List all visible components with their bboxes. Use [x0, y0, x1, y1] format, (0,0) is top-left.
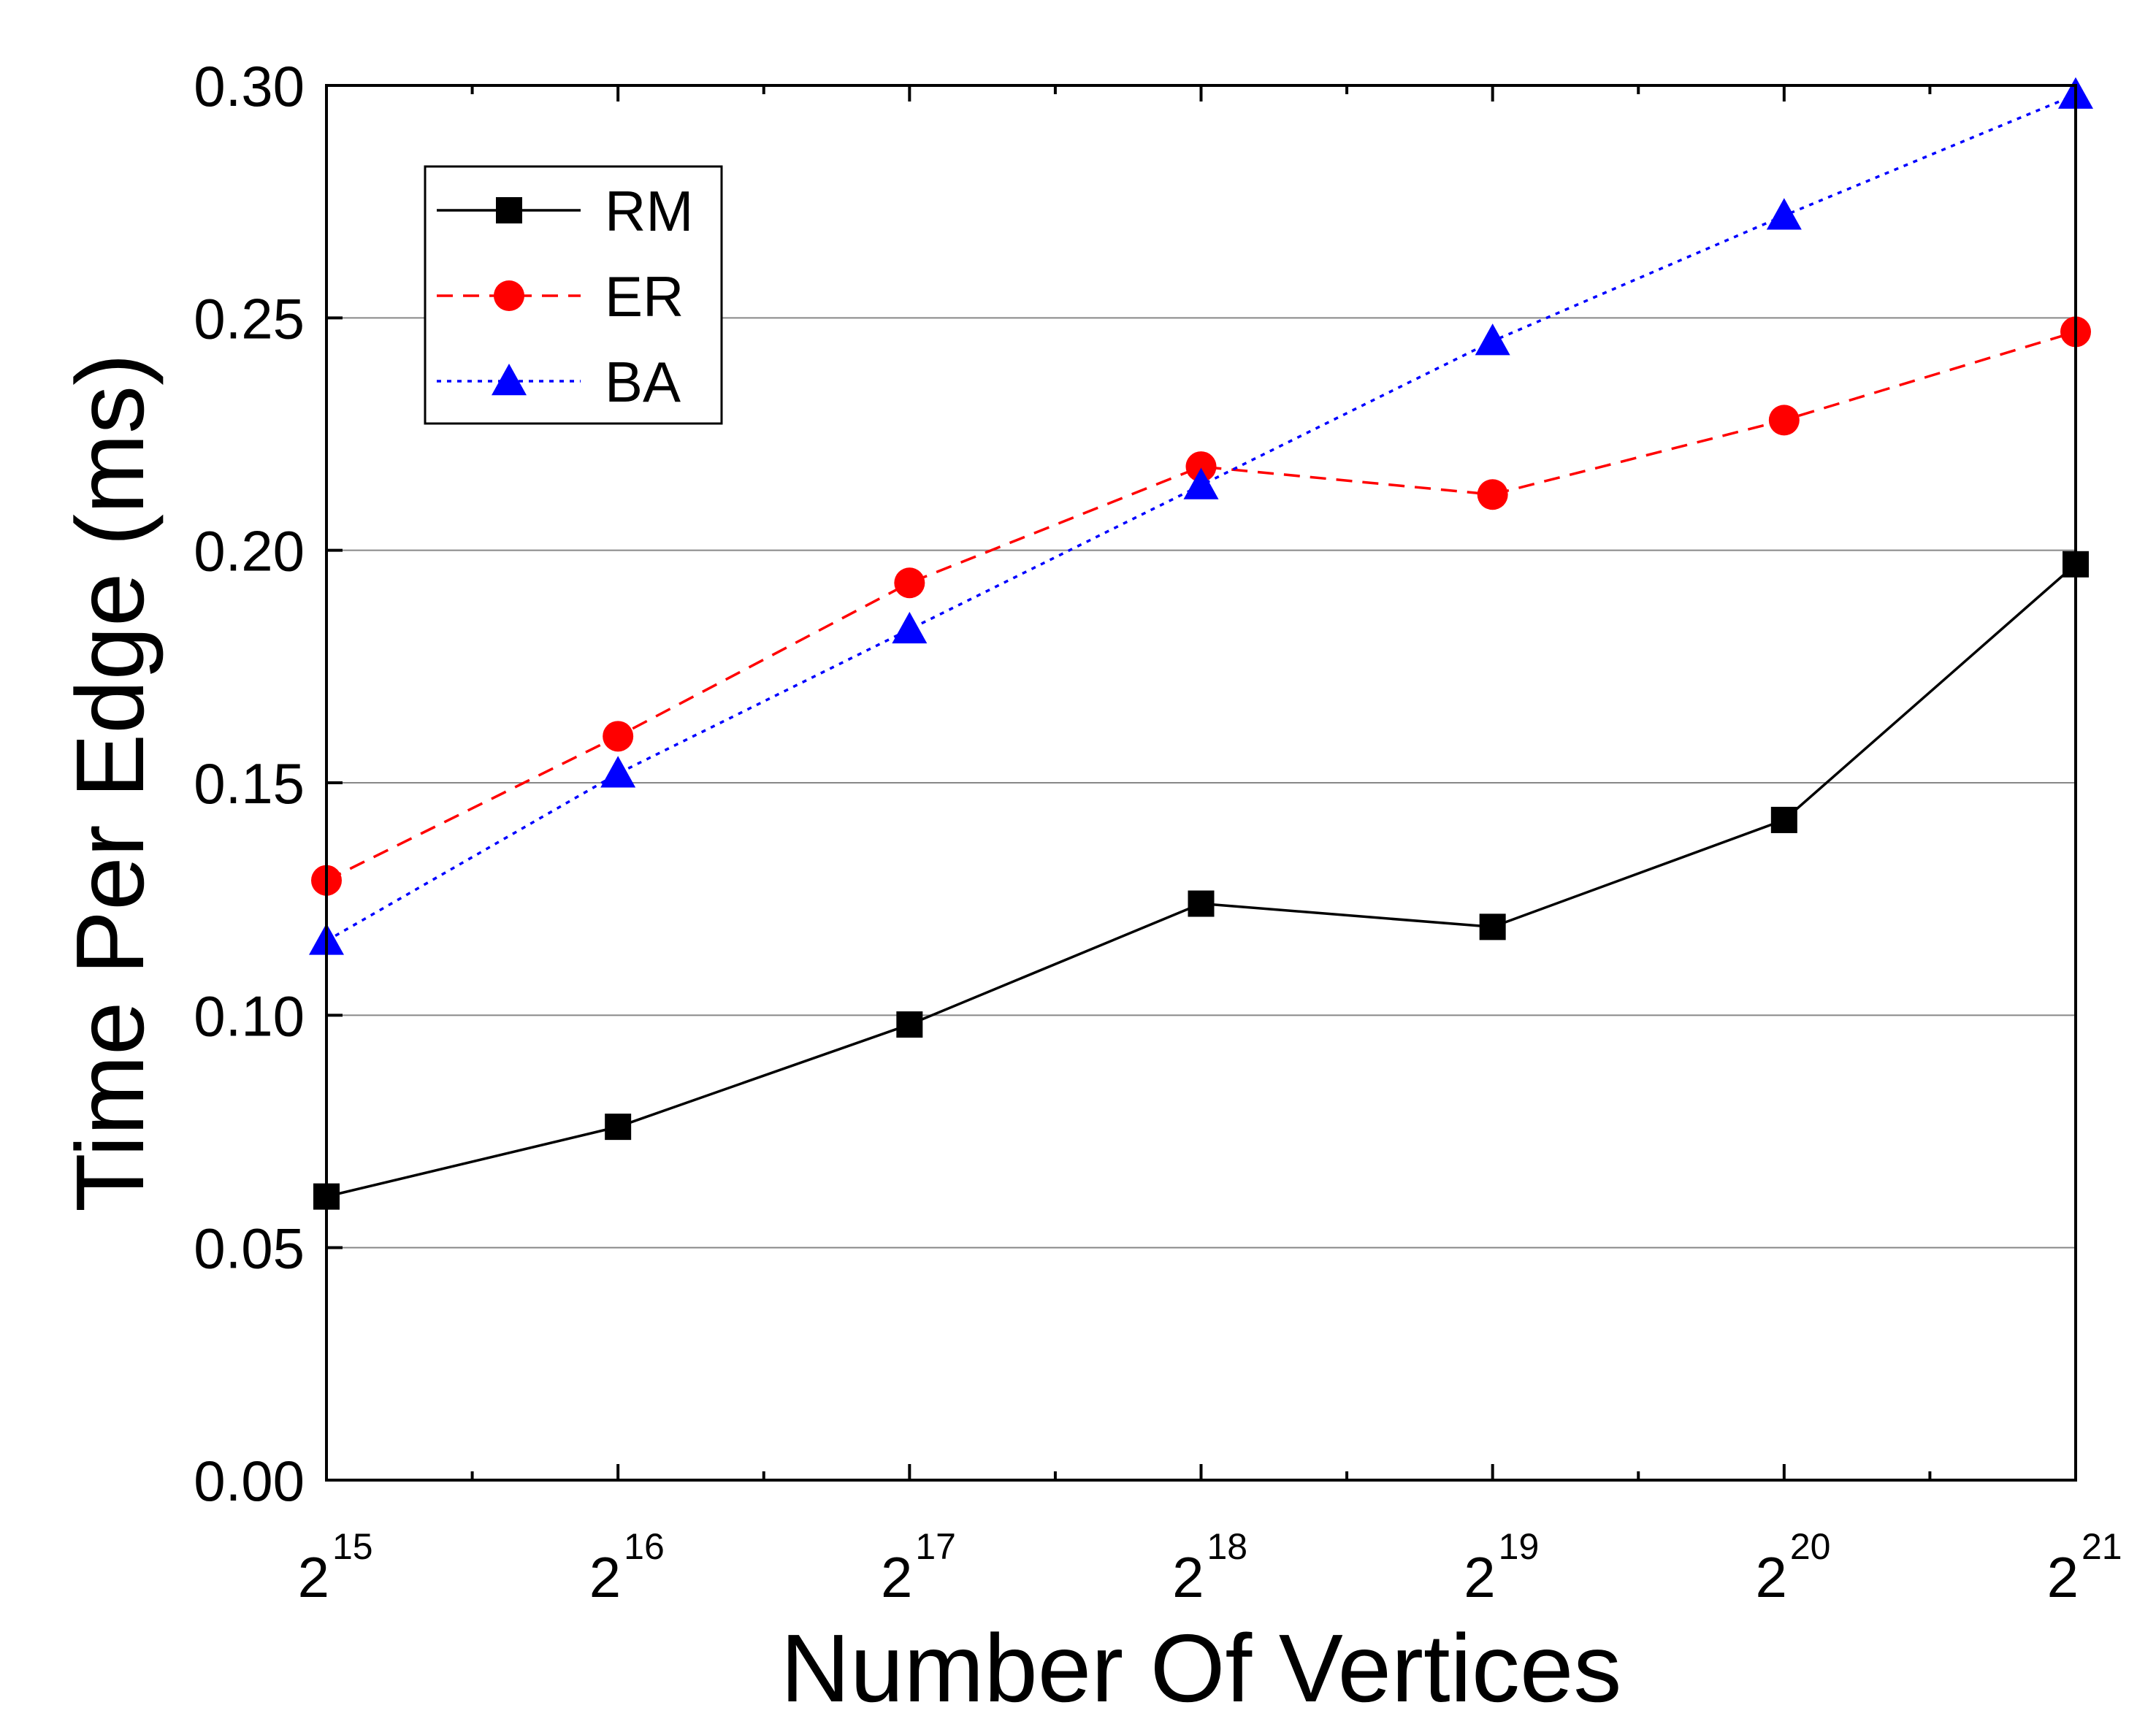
legend-label: RM: [605, 179, 693, 243]
data-point: [1477, 479, 1508, 510]
x-tick-label: 2 20: [1755, 1526, 1830, 1609]
data-point: [1183, 467, 1219, 499]
x-tick-exponent: 17: [915, 1526, 956, 1567]
x-tick-base: 2: [2047, 1545, 2079, 1609]
legend-label: ER: [605, 264, 684, 329]
legend-item: BA: [437, 350, 681, 414]
legend-marker: [492, 364, 527, 396]
x-axis-title: Number Of Vertices: [781, 1614, 1622, 1722]
legend-marker: [496, 197, 522, 223]
series-rm: [313, 551, 2089, 1210]
y-tick-label: 0.20: [194, 519, 305, 583]
y-tick-label: 0.15: [194, 751, 305, 816]
y-tick-label: 0.10: [194, 984, 305, 1048]
y-axis: 0.00 0.05 0.10 0.15 0.20 0.25 0.30: [194, 54, 343, 1513]
y-tick-label: 0.00: [194, 1449, 305, 1513]
x-tick-label: 2 17: [881, 1526, 956, 1609]
legend-marker: [494, 280, 524, 311]
y-tick-label: 0.05: [194, 1217, 305, 1281]
data-point: [1770, 806, 1797, 833]
y-axis-title: Time Per Edge (ms): [56, 353, 164, 1212]
data-point: [1766, 198, 1802, 230]
x-tick-label: 2 21: [2047, 1526, 2122, 1609]
data-point: [603, 721, 634, 752]
data-point: [1479, 913, 1506, 940]
x-tick-base: 2: [1755, 1545, 1786, 1609]
data-point: [1188, 890, 1215, 917]
x-tick-base: 2: [881, 1545, 912, 1609]
data-point: [1475, 323, 1510, 356]
data-point: [605, 1114, 632, 1141]
x-axis: 2 15 2 16 2 17 2 18 2 19 2 20 2 21: [298, 85, 2122, 1609]
legend-item: RM: [437, 179, 693, 243]
y-tick-label: 0.25: [194, 286, 305, 350]
data-point: [1185, 451, 1217, 483]
x-tick-exponent: 19: [1499, 1526, 1540, 1567]
legend: RM ER BA: [424, 165, 723, 425]
x-tick-label: 2 19: [1464, 1526, 1539, 1609]
y-tick-label: 0.30: [194, 54, 305, 118]
x-tick-base: 2: [1464, 1545, 1495, 1609]
legend-item: ER: [437, 264, 684, 329]
x-tick-exponent: 16: [624, 1526, 665, 1567]
data-point: [1768, 405, 1800, 436]
data-point: [894, 567, 925, 599]
x-tick-base: 2: [589, 1545, 621, 1609]
x-tick-exponent: 21: [2082, 1526, 2122, 1567]
x-tick-label: 2 15: [298, 1526, 373, 1609]
x-tick-exponent: 15: [332, 1526, 373, 1567]
x-tick-label: 2 18: [1172, 1526, 1247, 1609]
x-tick-label: 2 16: [589, 1526, 665, 1609]
x-tick-exponent: 18: [1207, 1526, 1248, 1567]
legend-label: BA: [605, 350, 681, 414]
x-tick-exponent: 20: [1790, 1526, 1831, 1567]
x-tick-base: 2: [298, 1545, 329, 1609]
data-point: [600, 756, 636, 788]
data-point: [892, 611, 928, 644]
data-point: [896, 1011, 923, 1038]
x-tick-base: 2: [1172, 1545, 1204, 1609]
